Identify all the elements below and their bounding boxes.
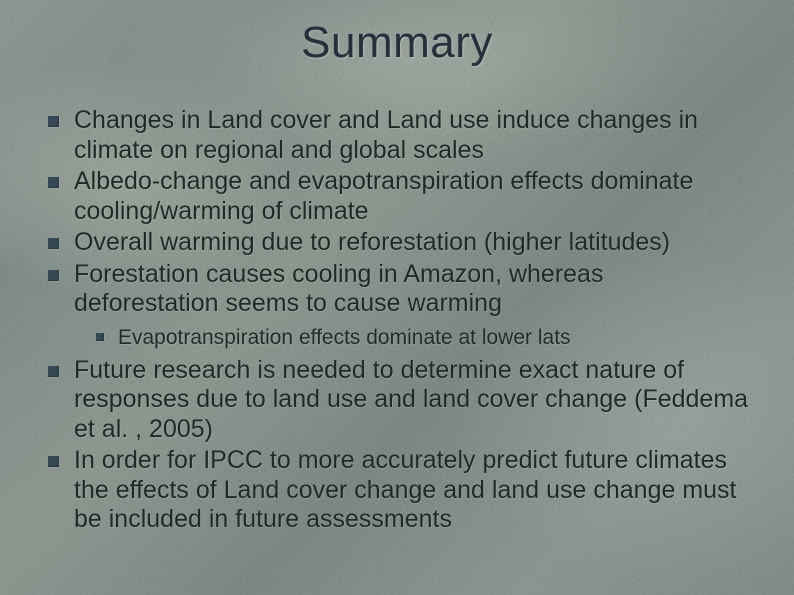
bullet-text: Future research is needed to determine e… (74, 356, 748, 443)
list-item: Evapotranspiration effects dominate at l… (118, 325, 754, 350)
list-item: Future research is needed to determine e… (74, 356, 754, 445)
bullet-text: Evapotranspiration effects dominate at l… (118, 326, 571, 349)
list-item: In order for IPCC to more accurately pre… (74, 446, 754, 535)
bullet-text: Changes in Land cover and Land use induc… (74, 106, 698, 164)
bullet-text: Albedo-change and evapotranspiration eff… (74, 167, 693, 225)
bullet-text: Forestation causes cooling in Amazon, wh… (74, 260, 603, 318)
bullet-text: Overall warming due to reforestation (hi… (74, 228, 670, 256)
list-item: Overall warming due to reforestation (hi… (74, 228, 754, 258)
bullet-list: Changes in Land cover and Land use induc… (74, 106, 754, 535)
list-item: Forestation causes cooling in Amazon, wh… (74, 260, 754, 350)
list-item: Changes in Land cover and Land use induc… (74, 106, 754, 165)
slide-title: Summary (0, 0, 794, 68)
bullet-text: In order for IPCC to more accurately pre… (74, 446, 737, 533)
sub-bullet-list: Evapotranspiration effects dominate at l… (118, 325, 754, 350)
slide: Summary Changes in Land cover and Land u… (0, 0, 794, 595)
list-item: Albedo-change and evapotranspiration eff… (74, 167, 754, 226)
